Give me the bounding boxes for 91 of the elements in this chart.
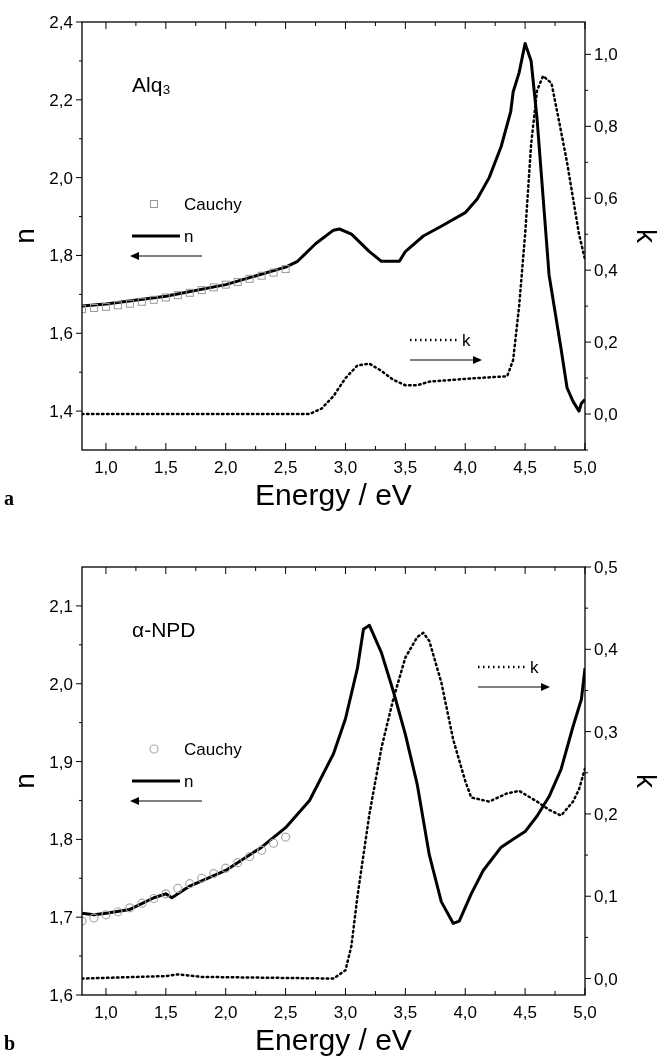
x-tick-label: 5,0 bbox=[573, 1003, 597, 1022]
y-tick-label: 1,6 bbox=[49, 986, 73, 1005]
point bbox=[137, 898, 147, 908]
y-tick-label: 1,8 bbox=[49, 830, 73, 850]
point bbox=[221, 280, 230, 289]
point bbox=[257, 271, 266, 280]
point bbox=[269, 838, 279, 848]
point bbox=[101, 302, 110, 311]
y2-tick-label: 0,8 bbox=[594, 117, 618, 137]
point bbox=[185, 879, 195, 889]
point bbox=[281, 265, 290, 274]
x-tick-label: 3,0 bbox=[333, 458, 358, 477]
point bbox=[161, 889, 171, 899]
y-axis-title: n bbox=[9, 773, 40, 789]
y2-axis-title: k bbox=[631, 774, 659, 789]
y2-tick-label: 1,0 bbox=[594, 45, 618, 65]
y2-tick-label: 0,0 bbox=[594, 405, 618, 425]
point bbox=[245, 274, 254, 283]
x-tick-label: 2,0 bbox=[213, 1003, 238, 1022]
x-tick-label: 4,0 bbox=[453, 1003, 478, 1022]
y2-tick-label: 0,3 bbox=[594, 722, 618, 742]
x-tick-label: 4,0 bbox=[453, 458, 478, 477]
point bbox=[137, 297, 146, 306]
x-tick-label: 2,5 bbox=[273, 458, 298, 477]
point bbox=[125, 903, 135, 913]
legend-label: n bbox=[184, 772, 194, 791]
y2-tick-label: 0,2 bbox=[594, 333, 618, 353]
y-tick-label: 1,9 bbox=[49, 752, 73, 772]
y2-tick-label: 0,4 bbox=[594, 640, 618, 660]
point bbox=[113, 301, 122, 310]
point bbox=[101, 910, 111, 920]
y-tick-label: 1,8 bbox=[49, 246, 73, 266]
point bbox=[197, 873, 207, 883]
point bbox=[89, 913, 99, 923]
y-tick-label: 1,6 bbox=[49, 324, 73, 344]
x-tick-label: 1,5 bbox=[154, 1003, 178, 1022]
point bbox=[233, 858, 243, 868]
point bbox=[113, 907, 123, 917]
point bbox=[233, 277, 242, 286]
text: b bbox=[4, 1032, 16, 1054]
point bbox=[221, 863, 231, 873]
x-axis-title: Energy / eV bbox=[255, 1023, 412, 1056]
text: a bbox=[4, 487, 14, 509]
y-axis-title: n bbox=[9, 228, 40, 244]
y-tick-label: 2,1 bbox=[49, 596, 73, 616]
y-tick-label: 1,7 bbox=[49, 908, 73, 928]
point bbox=[173, 883, 183, 893]
y2-tick-label: 0,4 bbox=[594, 261, 618, 281]
y2-tick-label: 0,0 bbox=[594, 969, 618, 989]
point bbox=[281, 832, 291, 842]
x-tick-label: 5,0 bbox=[573, 458, 597, 477]
y-tick-label: 2,2 bbox=[49, 90, 73, 110]
y2-tick-label: 0,6 bbox=[594, 189, 618, 209]
point bbox=[197, 286, 206, 295]
point bbox=[257, 845, 267, 855]
annotation: Alq₃ bbox=[132, 73, 171, 96]
legend-label: k bbox=[530, 658, 539, 677]
y2-tick-label: 0,2 bbox=[594, 804, 618, 824]
x-tick-label: 2,5 bbox=[273, 1003, 298, 1022]
x-tick-label: 3,5 bbox=[393, 1003, 418, 1022]
y-tick-label: 1,4 bbox=[49, 402, 73, 422]
y-tick-label: 2,0 bbox=[49, 674, 73, 694]
y-tick-label: 2,4 bbox=[49, 13, 73, 32]
y2-axis-title: k bbox=[631, 229, 659, 244]
point bbox=[245, 851, 255, 862]
legend-label: n bbox=[184, 227, 194, 246]
x-tick-label: 1,5 bbox=[154, 458, 178, 477]
point bbox=[185, 288, 194, 297]
point bbox=[149, 295, 158, 304]
point bbox=[125, 299, 134, 308]
annotation: α-NPD bbox=[132, 618, 196, 641]
x-tick-label: 1,0 bbox=[94, 458, 118, 477]
point bbox=[209, 283, 218, 292]
point bbox=[209, 869, 219, 879]
point bbox=[161, 293, 170, 302]
legend-label: Cauchy bbox=[184, 195, 243, 214]
point bbox=[173, 291, 182, 300]
x-tick-label: 1,0 bbox=[94, 1003, 118, 1022]
x-tick-label: 3,5 bbox=[393, 458, 418, 477]
x-tick-label: 2,0 bbox=[213, 458, 238, 477]
y-tick-label: 2,0 bbox=[49, 168, 73, 188]
point bbox=[269, 268, 278, 277]
x-axis-title: Energy / eV bbox=[255, 478, 412, 511]
point bbox=[149, 893, 159, 904]
legend-label: k bbox=[462, 331, 471, 350]
x-tick-label: 3,0 bbox=[333, 1003, 358, 1022]
y2-tick-label: 0,1 bbox=[594, 887, 618, 907]
y2-tick-label: 0,5 bbox=[594, 558, 618, 577]
x-tick-label: 4,5 bbox=[513, 1003, 537, 1022]
x-tick-label: 4,5 bbox=[513, 458, 537, 477]
legend-label: Cauchy bbox=[184, 740, 243, 759]
